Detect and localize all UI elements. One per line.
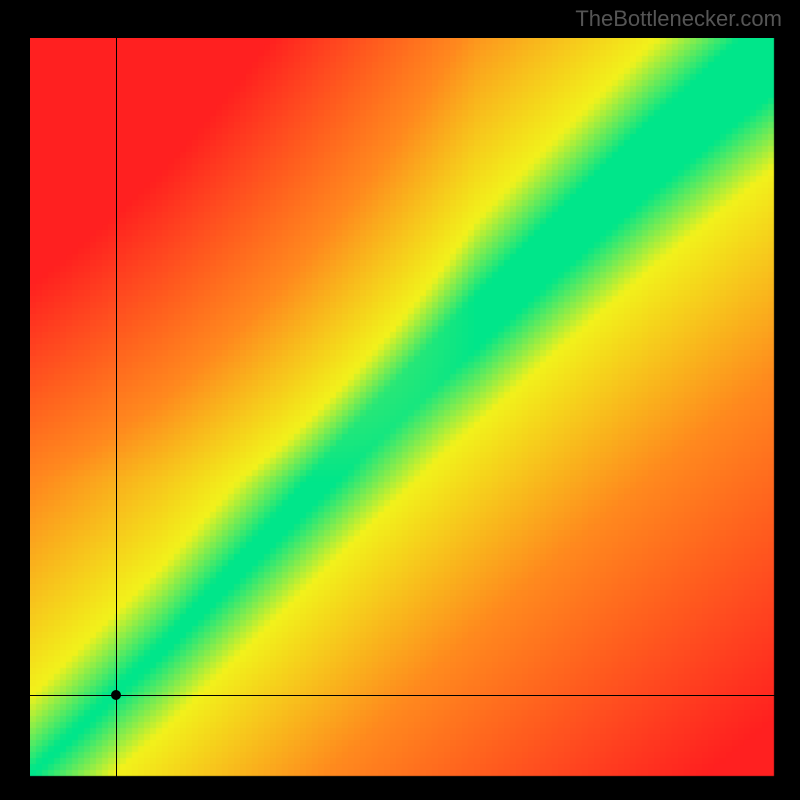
- watermark-text: TheBottlenecker.com: [575, 6, 782, 32]
- plot-area: [30, 38, 775, 778]
- crosshair-horizontal: [30, 695, 775, 696]
- chart-container: TheBottlenecker.com: [0, 0, 800, 800]
- heatmap-canvas: [30, 38, 775, 778]
- crosshair-vertical: [116, 38, 117, 778]
- crosshair-marker: [111, 690, 121, 700]
